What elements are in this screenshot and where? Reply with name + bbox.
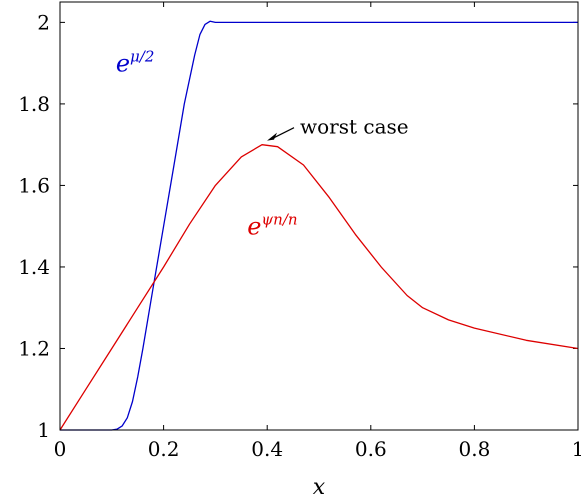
x-tick-label: 0.4 [251,437,283,461]
y-tick-label: 1 [37,418,50,442]
x-tick-label: 0.8 [458,437,490,461]
annotation-arrow-head [267,132,278,141]
y-tick-label: 1.2 [18,336,50,360]
series-label-base: e [116,49,130,77]
x-tick-label: 0 [54,437,67,461]
x-tick-label: 0.6 [355,437,387,461]
series-layer [59,20,579,431]
series-line-1 [59,144,579,431]
y-tick-label: 1.4 [18,255,50,279]
annotation-arrow-shaft [271,127,295,140]
annotation-text: worst case [300,115,409,139]
x-tick-label: 0.2 [148,437,180,461]
series-label-base: e [247,212,261,240]
series-label-exponent: ψn/n [261,210,297,228]
y-tick-label: 1.8 [18,92,50,116]
x-tick-label: 1 [572,437,581,461]
ticks-layer: 0 0.2 0.4 0.6 0.8 1 1 1.2 1.4 1.6 1.8 2 [18,2,581,461]
y-tick-label: 2 [37,10,50,34]
plot-frame [59,1,579,431]
series-label-1: eψn/n [247,210,297,240]
series-label-0: eμ/2 [116,47,155,77]
y-tick-label: 1.6 [18,173,50,197]
x-axis-title: x [313,475,326,500]
series-label-exponent: μ/2 [130,47,154,65]
series-line-0 [60,20,578,431]
